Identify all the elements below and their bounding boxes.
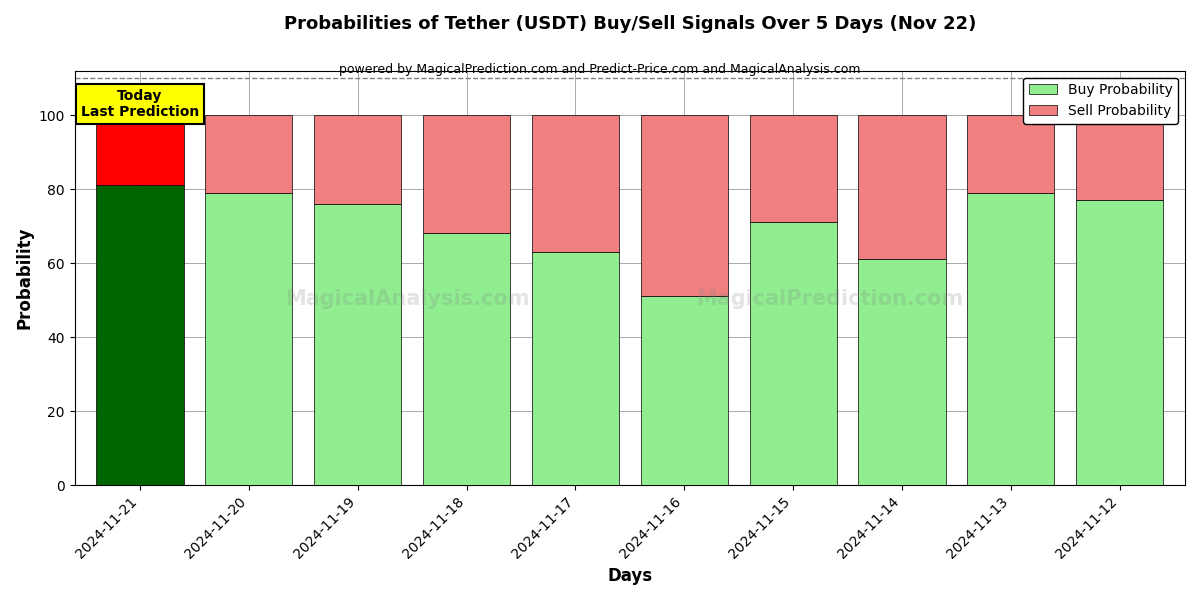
Bar: [967, 193, 1055, 485]
Bar: [422, 115, 510, 233]
Bar: [422, 233, 510, 485]
Bar: [1076, 200, 1163, 485]
Bar: [314, 115, 401, 204]
Legend: Buy Probability, Sell Probability: Buy Probability, Sell Probability: [1024, 77, 1178, 124]
Text: powered by MagicalPrediction.com and Predict-Price.com and MagicalAnalysis.com: powered by MagicalPrediction.com and Pre…: [340, 63, 860, 76]
X-axis label: Days: Days: [607, 567, 653, 585]
Bar: [967, 115, 1055, 193]
Bar: [532, 252, 619, 485]
Text: Today
Last Prediction: Today Last Prediction: [80, 89, 199, 119]
Bar: [641, 115, 727, 296]
Bar: [858, 259, 946, 485]
Bar: [1076, 115, 1163, 200]
Bar: [858, 115, 946, 259]
Bar: [750, 223, 836, 485]
Y-axis label: Probability: Probability: [16, 227, 34, 329]
Bar: [314, 204, 401, 485]
Bar: [750, 115, 836, 223]
Bar: [96, 185, 184, 485]
Text: MagicalPrediction.com: MagicalPrediction.com: [696, 289, 964, 308]
Bar: [96, 115, 184, 185]
Bar: [205, 193, 293, 485]
Bar: [532, 115, 619, 252]
Title: Probabilities of Tether (USDT) Buy/Sell Signals Over 5 Days (Nov 22): Probabilities of Tether (USDT) Buy/Sell …: [283, 15, 976, 33]
Bar: [205, 115, 293, 193]
Bar: [641, 296, 727, 485]
Text: MagicalAnalysis.com: MagicalAnalysis.com: [286, 289, 530, 308]
